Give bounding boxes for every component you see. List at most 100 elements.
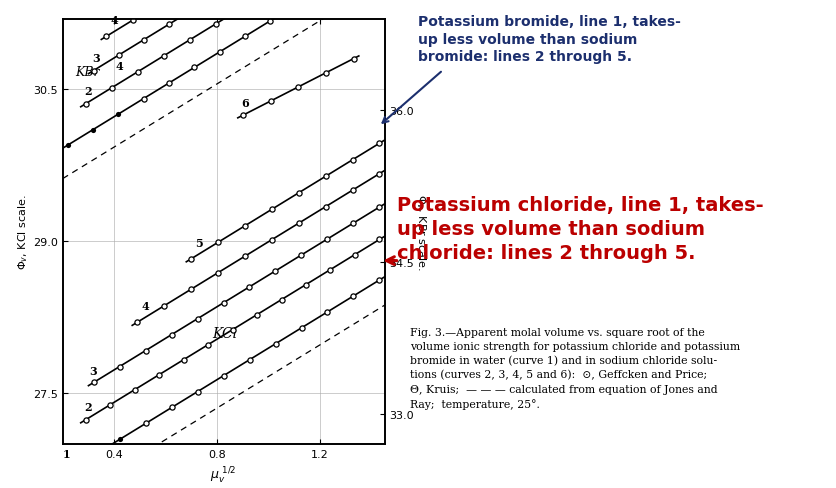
Point [87,67,100,75]
Text: Fig. 3.—Apparent molal volume vs. square root of the
volume ionic strength for p: Fig. 3.—Apparent molal volume vs. square… [410,327,740,409]
Point [242,284,256,291]
Point [183,37,196,44]
Point [243,356,257,364]
Point [165,331,178,339]
Point [137,95,150,103]
Point [87,379,100,386]
Point [347,56,360,63]
Point [324,266,337,274]
Point [238,34,252,41]
Point [213,49,227,57]
Point [201,341,215,349]
Point [113,436,126,444]
Point [187,64,201,72]
Text: 5: 5 [196,237,203,248]
Point [321,308,334,316]
Text: 1: 1 [63,448,70,459]
Point [373,140,386,148]
Point [217,299,230,307]
Point [163,21,176,29]
Text: Potassium chloride, line 1, takes-
up less volume than sodium
chloride: lines 2 : Potassium chloride, line 1, takes- up le… [397,195,764,263]
Text: 4: 4 [141,301,149,312]
Point [292,189,305,197]
Point [237,112,250,120]
Point [139,347,152,355]
Text: 2: 2 [84,401,92,412]
Point [87,451,100,459]
Point [157,53,171,61]
Y-axis label: $\Phi_v$, KCl scale.: $\Phi_v$, KCl scale. [17,194,30,269]
Point [265,206,278,214]
Point [265,236,278,244]
Point [226,326,239,334]
Text: 4: 4 [115,61,123,72]
Point [292,220,305,227]
Point [79,416,93,424]
Point [238,253,252,261]
Point [137,37,150,44]
Point [373,236,386,244]
Point [347,220,360,227]
Point [295,251,308,259]
Point [373,277,386,285]
Point [349,251,362,259]
Point [139,420,152,427]
Point [152,371,166,379]
Point [185,255,198,263]
Point [104,401,117,409]
Text: 6: 6 [242,98,249,108]
Point [112,111,125,119]
Point [346,157,359,164]
Point [157,302,171,310]
Point [99,33,113,41]
Point [235,5,248,13]
Text: KCl: KCl [212,326,237,340]
Text: 2: 2 [84,86,92,97]
Point [191,388,204,396]
Point [165,404,178,411]
Point [347,292,360,300]
Point [373,204,386,212]
Point [238,223,252,230]
Point [191,315,204,323]
Text: 3: 3 [92,53,100,64]
Point [185,285,198,293]
Point [105,84,119,92]
Point [162,80,176,88]
Point [128,386,141,394]
Point [212,269,225,277]
Point [319,173,333,181]
Point [112,52,125,60]
Point [299,281,313,289]
Point [61,468,74,475]
Y-axis label: $\Phi_v$, KBr scale.: $\Phi_v$, KBr scale. [415,193,428,270]
Text: 4: 4 [110,16,118,26]
Text: KBr: KBr [75,65,100,79]
Point [251,311,264,319]
Point [319,70,333,78]
Point [130,319,144,326]
Point [269,340,283,348]
Point [153,0,166,8]
Point [177,356,191,364]
Text: Potassium bromide, line 1, takes-
up less volume than sodium
bromide: lines 2 th: Potassium bromide, line 1, takes- up les… [418,15,681,64]
Point [61,142,74,150]
Point [113,363,126,371]
Point [346,187,359,195]
Point [86,126,99,134]
X-axis label: $\mu_v^{\ 1/2}$: $\mu_v^{\ 1/2}$ [211,465,237,485]
Point [373,170,386,178]
Point [264,98,278,106]
Point [321,236,334,244]
Point [209,21,222,29]
Point [263,18,277,26]
Point [292,84,305,92]
Point [288,2,302,10]
Point [319,203,333,211]
Point [188,6,201,14]
Point [131,69,145,77]
Point [295,324,308,332]
Point [79,101,93,108]
Point [126,17,140,25]
Point [275,296,288,304]
